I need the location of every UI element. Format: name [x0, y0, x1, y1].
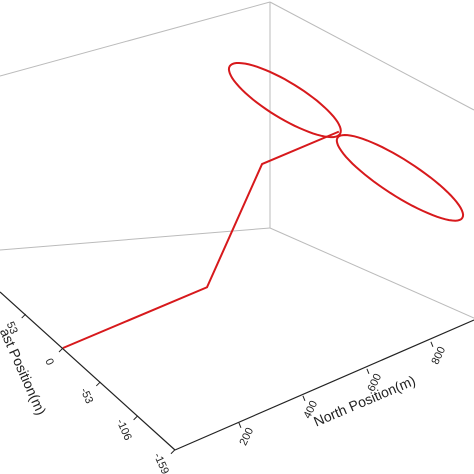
frame-edge	[269, 1, 474, 111]
x-tick	[430, 341, 434, 347]
y-tick	[95, 381, 101, 387]
y-tick	[133, 415, 138, 421]
y-tick	[21, 313, 27, 319]
x-tick	[366, 368, 370, 374]
frame-edge	[269, 227, 474, 319]
y-tick-label: -106	[114, 417, 134, 442]
y-tick-label: 0	[42, 357, 55, 367]
east-axis	[0, 291, 176, 451]
x-tick	[302, 395, 306, 401]
x-tick-label: 800	[430, 345, 449, 367]
loop	[227, 62, 342, 139]
frame-edge	[0, 1, 271, 77]
frame	[0, 1, 474, 451]
y-tick	[170, 449, 176, 455]
y-tick-label: -53	[78, 386, 95, 405]
loop	[335, 133, 465, 222]
frame-edge	[0, 227, 271, 251]
x-tick-label: 200	[238, 426, 257, 448]
x-tick	[238, 422, 242, 428]
y-tick-label: 53	[4, 320, 20, 336]
y-tick-label: -159	[151, 451, 171, 474]
x-axis-label: North Position(m)	[311, 372, 418, 429]
north-axis	[174, 319, 474, 451]
trajectory	[62, 130, 340, 349]
y-tick	[58, 347, 64, 353]
y-axis-label: ast Position(m)	[0, 326, 49, 418]
